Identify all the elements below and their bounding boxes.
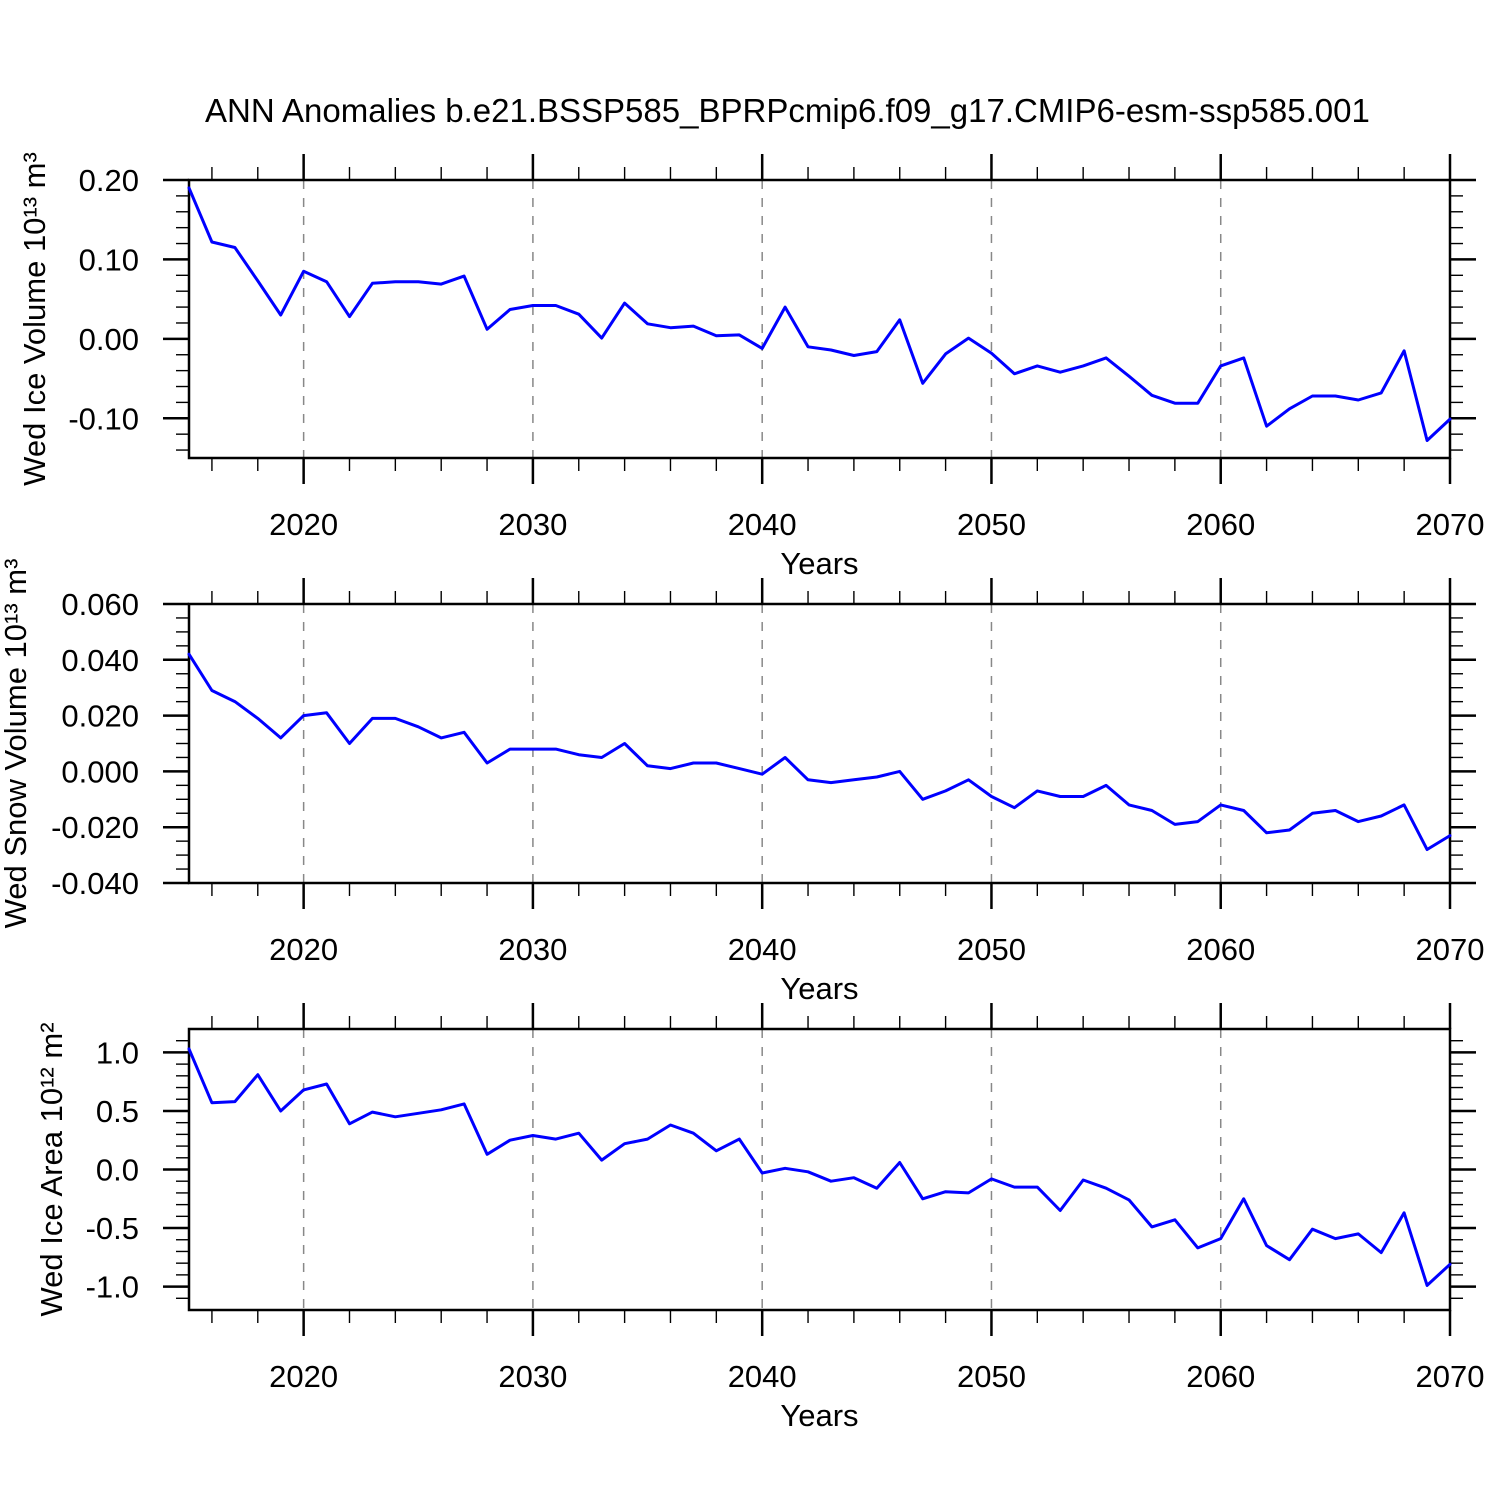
x-tick-label: 2030	[498, 507, 567, 542]
panel-2: 2020 2030 2040 2050 2060 2070 0.060 0.040 0.020 0…	[0, 559, 1484, 1006]
x-tick-label: 2060	[1186, 1359, 1255, 1394]
y-tick-label: -1.0	[86, 1270, 139, 1305]
x-tick-label: 2040	[728, 932, 797, 967]
x-axis-title: Years	[780, 1398, 858, 1433]
x-tick-label: 2060	[1186, 507, 1255, 542]
y-tick-label: 0.000	[61, 754, 139, 789]
x-tick-label: 2040	[728, 507, 797, 542]
x-tick-label: 2050	[957, 507, 1026, 542]
panel-1: 2020 2030 2040 2050 2060 2070 0.20 0.10 0.00 -0.1…	[17, 152, 1484, 581]
x-tick-label: 2070	[1416, 507, 1485, 542]
panel-3: 2020 2030 2040 2050 2060 2070 1.0 0.5 0.0 -0.5 -1.…	[34, 1003, 1484, 1433]
x-tick-label: 2020	[269, 507, 338, 542]
x-axis-title: Years	[780, 971, 858, 1006]
x-tick-label: 2050	[957, 932, 1026, 967]
x-axis-title: Years	[780, 546, 858, 581]
y-tick-label: -0.020	[51, 810, 139, 845]
x-tick-label: 2030	[498, 1359, 567, 1394]
y-axis-title: Wed Snow Volume 10¹³ m³	[0, 559, 33, 929]
y-tick-label: 0.20	[79, 163, 139, 198]
x-tick-label: 2050	[957, 1359, 1026, 1394]
series-line	[187, 652, 1452, 851]
y-tick-label: 0.060	[61, 587, 139, 622]
series-line	[187, 186, 1452, 442]
y-axis-title: Wed Ice Area 10¹² m²	[34, 1022, 69, 1316]
x-tick-label: 2060	[1186, 932, 1255, 967]
x-tick-label: 2070	[1416, 932, 1485, 967]
figure-title: ANN Anomalies b.e21.BSSP585_BPRPcmip6.f0…	[205, 92, 1370, 129]
plot-frame	[187, 178, 1452, 460]
plot-frame	[187, 602, 1452, 885]
y-tick-label: 0.020	[61, 699, 139, 734]
series-line	[187, 1047, 1452, 1287]
plot-frame	[187, 1027, 1452, 1312]
x-tick-label: 2030	[498, 932, 567, 967]
x-tick-label: 2070	[1416, 1359, 1485, 1394]
x-tick-label: 2020	[269, 1359, 338, 1394]
y-tick-label: -0.040	[51, 866, 139, 901]
y-tick-label: 0.0	[96, 1153, 139, 1188]
x-tick-label: 2040	[728, 1359, 797, 1394]
y-tick-label: 0.5	[96, 1094, 139, 1129]
y-axis-title: Wed Ice Volume 10¹³ m³	[17, 152, 52, 486]
y-tick-label: 1.0	[96, 1035, 139, 1070]
y-tick-label: 0.10	[79, 242, 139, 277]
y-tick-label: -0.10	[68, 401, 139, 436]
y-tick-label: -0.5	[86, 1211, 139, 1246]
x-tick-label: 2020	[269, 932, 338, 967]
y-tick-label: 0.040	[61, 643, 139, 678]
y-tick-label: 0.00	[79, 322, 139, 357]
